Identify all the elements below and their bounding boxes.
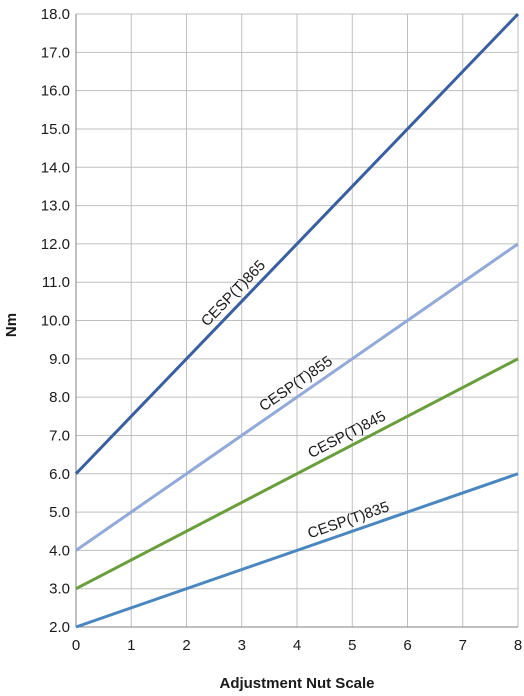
series-line	[75, 357, 519, 591]
x-tick-label: 1	[127, 637, 135, 654]
y-tick-label: 17.0	[41, 44, 70, 61]
y-axis-ticks: 2.0 3.0 4.0 5.0 6.0 7.0 8.0 9.0 10.0 11.0 12.0 13.0…	[41, 6, 70, 636]
series-label: CESP(T)855	[256, 353, 336, 415]
grid	[75, 13, 519, 628]
y-tick-label: 9.0	[49, 351, 70, 368]
x-axis-title: Adjustment Nut Scale	[219, 675, 374, 692]
y-tick-label: 11.0	[42, 274, 70, 291]
y-tick-label: 2.0	[49, 619, 70, 636]
x-tick-label: 3	[238, 637, 246, 654]
y-tick-label: 5.0	[49, 504, 70, 521]
x-tick-label: 4	[293, 637, 301, 654]
x-tick-label: 7	[459, 637, 467, 654]
series-line	[75, 242, 519, 552]
x-axis-ticks: 0 1 2 3 4 5 6 7 8	[72, 637, 522, 654]
series-lines	[74, 12, 520, 629]
y-tick-label: 15.0	[41, 121, 70, 138]
y-tick-label: 14.0	[41, 159, 70, 176]
y-tick-label: 4.0	[49, 542, 70, 559]
y-tick-label: 7.0	[49, 427, 70, 444]
y-tick-label: 6.0	[49, 466, 70, 483]
series-label: CESP(T)835	[306, 498, 392, 542]
x-tick-label: 6	[403, 637, 411, 654]
y-axis-title: Nm	[3, 313, 20, 337]
series-line	[74, 12, 520, 475]
series-label: CESP(T)865	[198, 257, 269, 330]
y-tick-label: 10.0	[41, 313, 70, 330]
y-tick-label: 13.0	[41, 198, 70, 215]
x-tick-label: 8	[514, 637, 522, 654]
series-label: CESP(T)845	[305, 408, 388, 462]
x-tick-label: 2	[182, 637, 190, 654]
y-tick-label: 18.0	[41, 6, 70, 23]
y-tick-label: 16.0	[41, 83, 70, 100]
series-line	[75, 472, 519, 629]
x-tick-label: 5	[348, 637, 356, 654]
y-tick-label: 8.0	[49, 389, 70, 406]
x-tick-label: 0	[72, 637, 80, 654]
y-tick-label: 12.0	[41, 236, 70, 253]
y-tick-label: 3.0	[49, 581, 70, 598]
